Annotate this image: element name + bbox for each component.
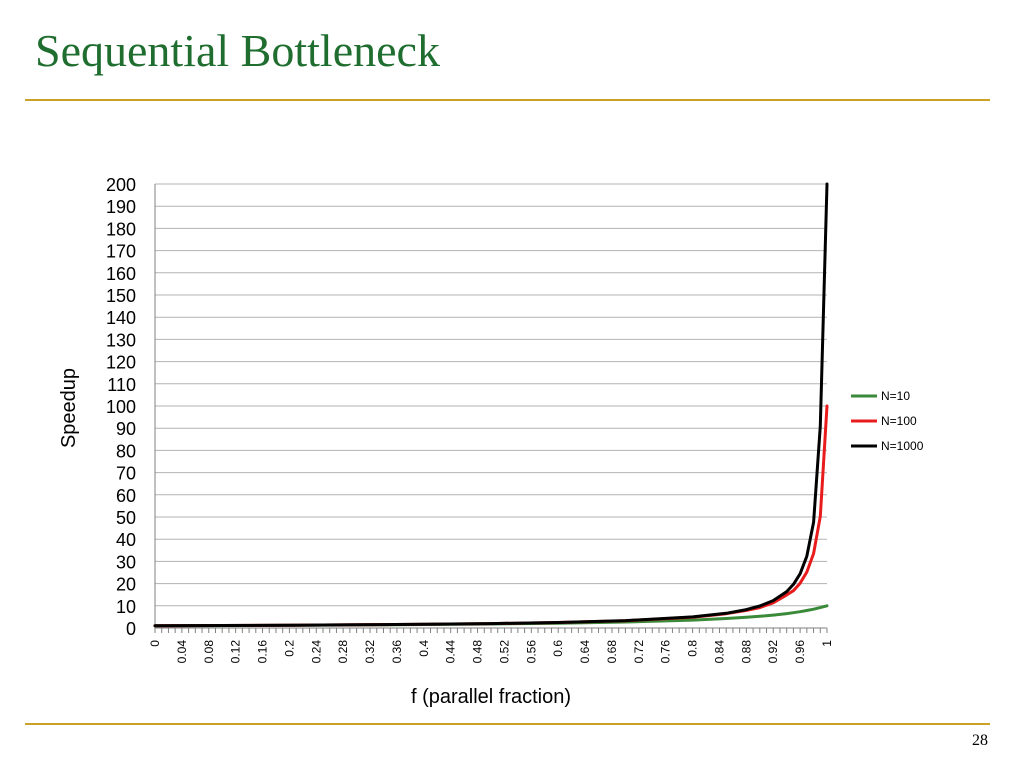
y-tick-label: 140 [106,308,136,328]
y-tick-label: 190 [106,197,136,217]
x-tick-label: 0.64 [578,640,592,664]
x-tick-label: 0.08 [202,640,216,664]
x-tick-label: 1 [820,640,834,647]
legend: N=10 N=100 N=1000 [851,389,924,453]
series-line-n-1000 [153,182,829,628]
grid-layer [155,183,827,607]
y-tick-label: 90 [116,419,136,439]
y-tick-label: 120 [106,353,136,373]
x-tick-label: 0.96 [793,640,807,664]
x-tick-label: 0.76 [659,640,673,664]
y-tick-label: 100 [106,397,136,417]
y-tick-label: 130 [106,330,136,350]
x-tick-label: 0.44 [444,640,458,664]
x-tick-label: 0.8 [686,640,700,657]
x-tick-label: 0.12 [229,640,243,664]
y-tick-label: 180 [106,219,136,239]
title-divider [25,99,990,101]
y-axis-title: Speedup [58,368,80,448]
x-tick-label: 0.16 [256,640,270,664]
x-tick-label: 0.28 [336,640,350,664]
x-tick-label: 0.56 [524,640,538,664]
y-tick-label: 40 [116,530,136,550]
x-tick-label: 0.2 [282,640,296,657]
x-tick-label: 0.36 [390,640,404,664]
y-tick-label: 20 [116,575,136,595]
page-number: 28 [972,732,988,749]
y-tick-label: 170 [106,242,136,262]
legend-label: N=1000 [881,439,924,453]
footer-divider [25,723,990,725]
series-layer [153,182,829,628]
y-tick-label: 70 [116,464,136,484]
series-line-n-100 [153,404,829,628]
y-tick-label: 30 [116,552,136,572]
x-tick-label: 0.52 [497,640,511,664]
slide-title: Sequential Bottleneck [35,25,440,76]
x-tick-label: 0.24 [309,640,323,664]
x-tick-label: 0.68 [605,640,619,664]
x-tick-label: 0.48 [471,640,485,664]
y-tick-label: 80 [116,441,136,461]
axis-layer [154,184,828,633]
x-tick-label: 0.6 [551,640,565,657]
x-tick-label: 0.4 [417,640,431,657]
y-tick-label: 110 [107,375,136,395]
x-tick-label: 0.84 [712,640,726,664]
y-tick-label: 50 [116,508,136,528]
x-tick-label: 0.32 [363,640,377,664]
y-tick-label: 60 [116,486,136,506]
x-tick-label: 0 [148,640,162,647]
y-tick-label: 0 [126,619,136,639]
y-tick-label: 10 [116,597,136,617]
legend-label: N=10 [881,389,910,403]
y-tick-label: 160 [106,264,136,284]
x-tick-label: 0.72 [632,640,646,664]
y-tick-label: 150 [106,286,136,306]
x-tick-labels: 0 0.04 0.08 0.12 0.16 0.2 0.24 0.28 0.32 0.36 0.4 0… [148,640,834,664]
x-tick-label: 0.88 [739,640,753,664]
legend-label: N=100 [881,414,917,428]
y-tick-label: 200 [106,175,136,195]
x-tick-label: 0.04 [175,640,189,664]
x-tick-label: 0.92 [766,640,780,664]
x-axis-title: f (parallel fraction) [411,686,571,708]
